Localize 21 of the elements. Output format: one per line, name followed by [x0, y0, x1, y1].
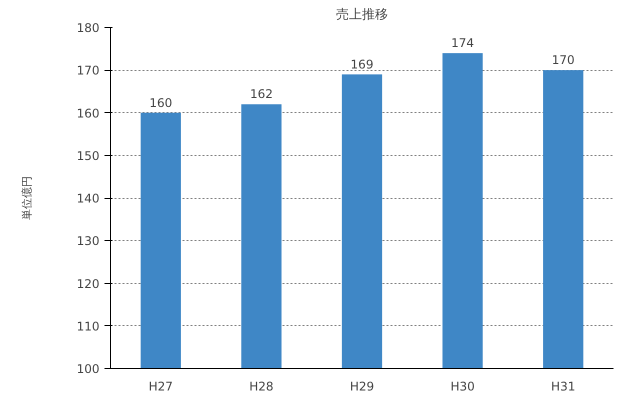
data-label: 169 [350, 57, 374, 72]
x-tick-label: H30 [450, 380, 475, 394]
x-tick-label: H29 [350, 380, 374, 394]
x-tick-label: H28 [249, 380, 274, 394]
y-tick-label: 140 [76, 192, 100, 206]
chart-title: 売上推移 [336, 8, 388, 22]
y-tick-label: 170 [76, 64, 100, 78]
y-tick-label: 120 [76, 276, 100, 291]
y-tick-label: 180 [76, 21, 100, 35]
y-tick-label: 150 [76, 148, 100, 163]
x-tick-label: H31 [551, 380, 576, 394]
data-label: 160 [149, 96, 172, 110]
data-label: 162 [250, 87, 273, 102]
data-label: 174 [451, 36, 474, 50]
y-tick-label: 110 [76, 319, 100, 334]
y-tick-label: 100 [76, 362, 100, 376]
x-tick-label: H27 [148, 380, 173, 394]
y-tick-label: 160 [76, 106, 100, 120]
y-axis-title: 単位億円 [20, 176, 34, 220]
y-tick-label: 130 [76, 234, 100, 248]
data-label: 170 [552, 53, 575, 68]
